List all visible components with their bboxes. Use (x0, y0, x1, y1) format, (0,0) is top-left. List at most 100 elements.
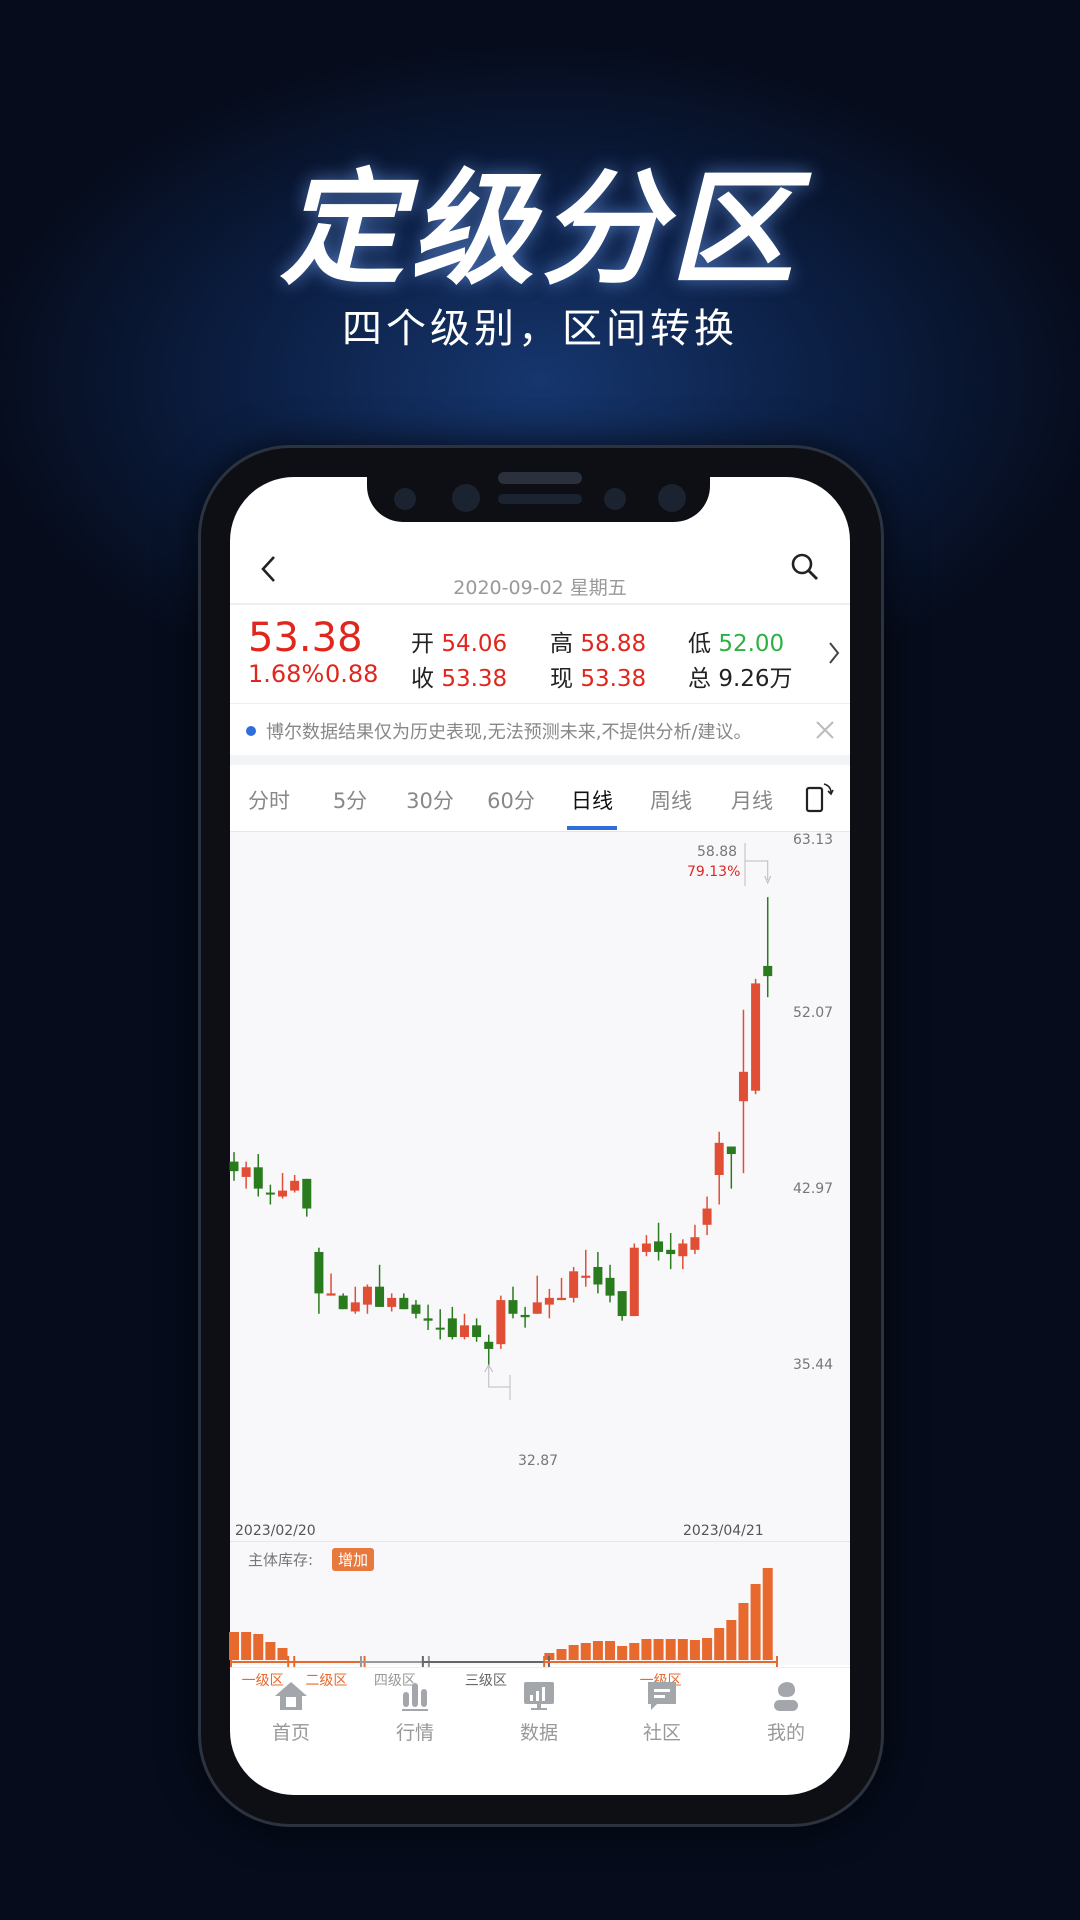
candle-body (362, 1286, 372, 1305)
low-value: 52.00 (718, 631, 785, 657)
candle-body (702, 1208, 712, 1225)
low-label: 低 (688, 631, 711, 657)
open-value: 54.06 (441, 631, 508, 657)
tab-5min[interactable]: 5分 (332, 789, 368, 813)
inventory-bar (762, 1568, 773, 1660)
candle-body (459, 1325, 469, 1338)
candle-body (690, 1237, 700, 1250)
inventory-bar (726, 1620, 737, 1660)
inventory-bar (653, 1639, 664, 1660)
candle-body (278, 1190, 288, 1197)
zone-label: 四级区 (373, 1673, 416, 1689)
inventory-bar (265, 1642, 276, 1660)
candle-body (629, 1247, 639, 1317)
candle-body (314, 1251, 324, 1294)
rotate-screen-icon[interactable] (804, 782, 834, 814)
nav-market[interactable]: 行情 (375, 1680, 455, 1745)
candle-body (387, 1297, 397, 1307)
candle-body (593, 1266, 603, 1285)
sensor (658, 484, 686, 512)
tab-30min[interactable]: 30分 (406, 789, 454, 813)
chevron-right-icon[interactable] (826, 640, 842, 666)
speaker (498, 472, 582, 484)
monitor-chart-icon (524, 1682, 554, 1710)
inventory-bar (629, 1643, 640, 1660)
candle-body (666, 1249, 676, 1255)
candle-body (241, 1167, 251, 1177)
y-tick: 52.07 (793, 1005, 834, 1021)
nav-label: 我的 (766, 1722, 805, 1744)
nav-label: 首页 (271, 1722, 310, 1744)
high-annotation-pct: 79.13% (687, 864, 741, 880)
candle-body (411, 1304, 421, 1314)
x-label-start: 2023/02/20 (235, 1523, 316, 1539)
divider (230, 1541, 850, 1542)
header-date: 2020-09-02 星期五 (453, 577, 627, 599)
low-annotation-line (488, 1366, 511, 1400)
candle-body (326, 1293, 336, 1296)
change-pct: 1.68% (248, 660, 325, 688)
inventory-bar (617, 1646, 628, 1660)
chart-area[interactable] (230, 831, 850, 1665)
close-icon[interactable] (815, 720, 835, 740)
y-tick: 42.97 (793, 1181, 834, 1197)
low-annotation-value: 32.87 (518, 1453, 559, 1469)
search-icon[interactable] (790, 552, 820, 582)
candle-body (581, 1275, 591, 1278)
inventory-bar (677, 1639, 688, 1660)
nav-home[interactable]: 首页 (251, 1680, 331, 1745)
tab-daily[interactable]: 日线 (571, 789, 613, 813)
candle-body (375, 1286, 385, 1307)
chevron-left-icon[interactable] (258, 554, 280, 584)
close-label: 收 (411, 666, 434, 692)
candle-body (435, 1327, 445, 1330)
candle-body (229, 1161, 239, 1172)
divider (230, 755, 850, 765)
candle-body (447, 1318, 457, 1338)
candle-body (423, 1318, 433, 1321)
x-label-end: 2023/04/21 (683, 1523, 764, 1539)
chat-icon (648, 1682, 676, 1710)
nav-community[interactable]: 社区 (622, 1680, 702, 1745)
total-value: 9.26万 (718, 666, 793, 692)
inventory-bar (580, 1643, 591, 1660)
notice-dot-icon (246, 726, 256, 736)
last-price: 53.38 (248, 615, 363, 661)
inventory-label: 主体库存: (248, 1551, 314, 1569)
tab-fenshi[interactable]: 分时 (248, 789, 290, 813)
divider (230, 603, 850, 605)
inventory-bar (665, 1639, 676, 1660)
candle-body (399, 1297, 409, 1310)
candle-body (678, 1243, 688, 1257)
tab-weekly[interactable]: 周线 (650, 789, 692, 813)
now-label: 现 (550, 666, 573, 692)
candle-body (641, 1243, 651, 1252)
arrow-icon (484, 1363, 494, 1373)
tab-60min[interactable]: 60分 (487, 789, 535, 813)
candle-body (557, 1297, 567, 1301)
tab-monthly[interactable]: 月线 (731, 789, 773, 813)
candle-body (726, 1146, 736, 1155)
candle-body (496, 1300, 506, 1345)
inventory-bar (738, 1603, 749, 1660)
candle-body (714, 1142, 724, 1175)
notice-text: 博尔数据结果仅为历史表现,无法预测未来,不提供分析/建议。 (266, 722, 752, 743)
inventory-bar (702, 1638, 713, 1660)
promo-subtitle: 四个级别，区间转换 (342, 306, 738, 352)
close-value: 53.38 (441, 666, 508, 692)
high-annotation-value: 58.88 (697, 844, 738, 860)
user-icon (774, 1682, 798, 1711)
inventory-bar (641, 1639, 652, 1660)
inventory-bar (750, 1584, 761, 1660)
nav-label: 社区 (642, 1722, 681, 1744)
total-label: 总 (688, 666, 711, 692)
inventory-bar (605, 1641, 616, 1660)
candle-body (508, 1300, 518, 1314)
candle-body (751, 983, 761, 1091)
nav-data[interactable]: 数据 (499, 1680, 579, 1745)
y-tick: 35.44 (793, 1357, 834, 1373)
candle-body (290, 1180, 300, 1191)
nav-mine[interactable]: 我的 (746, 1680, 826, 1745)
zone-label: 二级区 (305, 1673, 348, 1689)
